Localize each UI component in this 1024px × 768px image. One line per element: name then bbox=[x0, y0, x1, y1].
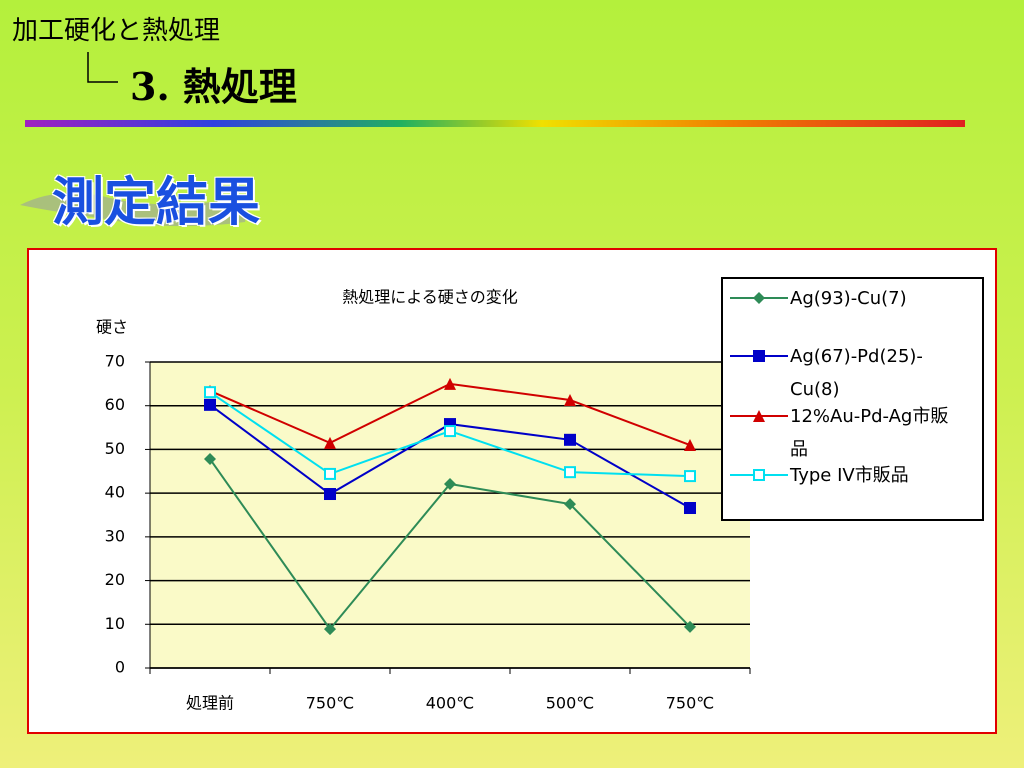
section-title: 測定結果 bbox=[52, 173, 261, 233]
rainbow-bar bbox=[25, 120, 965, 127]
data-point bbox=[684, 470, 696, 483]
data-point bbox=[564, 433, 576, 446]
y-tick-label: 60 bbox=[105, 395, 125, 414]
legend-marker bbox=[753, 410, 765, 422]
legend-marker bbox=[753, 350, 765, 362]
data-point bbox=[324, 488, 336, 501]
y-tick-label: 10 bbox=[105, 614, 125, 633]
data-point bbox=[204, 453, 216, 466]
y-tick-label: 70 bbox=[105, 352, 125, 371]
page-subtitle: 3. 熱処理 bbox=[130, 64, 297, 109]
page-title: 加工硬化と熱処理 bbox=[12, 16, 221, 46]
data-point bbox=[444, 425, 456, 438]
x-tick-label: 処理前 bbox=[186, 694, 234, 713]
legend-label: Type IV市販品 bbox=[790, 465, 909, 486]
x-tick-label: 750℃ bbox=[666, 694, 715, 713]
y-tick-label: 50 bbox=[105, 439, 125, 458]
data-point bbox=[204, 386, 216, 399]
legend-box bbox=[721, 277, 984, 521]
y-tick-label: 40 bbox=[105, 483, 125, 502]
legend-label: 12%Au-Pd-Ag市販品 bbox=[790, 406, 949, 460]
x-tick-label: 500℃ bbox=[546, 694, 595, 713]
plot-area bbox=[150, 362, 750, 668]
x-tick-label: 750℃ bbox=[306, 694, 355, 713]
data-point bbox=[444, 377, 456, 390]
data-point bbox=[684, 439, 696, 452]
banner-swoosh bbox=[20, 192, 250, 227]
y-tick-label: 20 bbox=[105, 570, 125, 589]
y-tick-label: 0 bbox=[115, 658, 125, 677]
bracket bbox=[87, 52, 118, 83]
y-tick-label: 30 bbox=[105, 526, 125, 545]
legend-marker bbox=[753, 469, 765, 481]
data-point bbox=[564, 394, 576, 407]
data-point bbox=[444, 477, 456, 490]
legend-label: Ag(67)-Pd(25)-Cu(8) bbox=[790, 346, 923, 400]
x-tick-label: 400℃ bbox=[426, 694, 475, 713]
data-point bbox=[684, 620, 696, 633]
y-axis-label: 硬さ bbox=[96, 318, 128, 337]
data-point bbox=[324, 436, 336, 449]
data-point bbox=[684, 502, 696, 515]
data-point bbox=[324, 467, 336, 480]
legend-marker bbox=[753, 292, 765, 304]
legend-label: Ag(93)-Cu(7) bbox=[790, 288, 907, 309]
data-point bbox=[324, 623, 336, 636]
data-point bbox=[564, 498, 576, 511]
chart-title: 熱処理による硬さの変化 bbox=[342, 288, 518, 307]
data-point bbox=[204, 398, 216, 411]
data-point bbox=[564, 466, 576, 479]
